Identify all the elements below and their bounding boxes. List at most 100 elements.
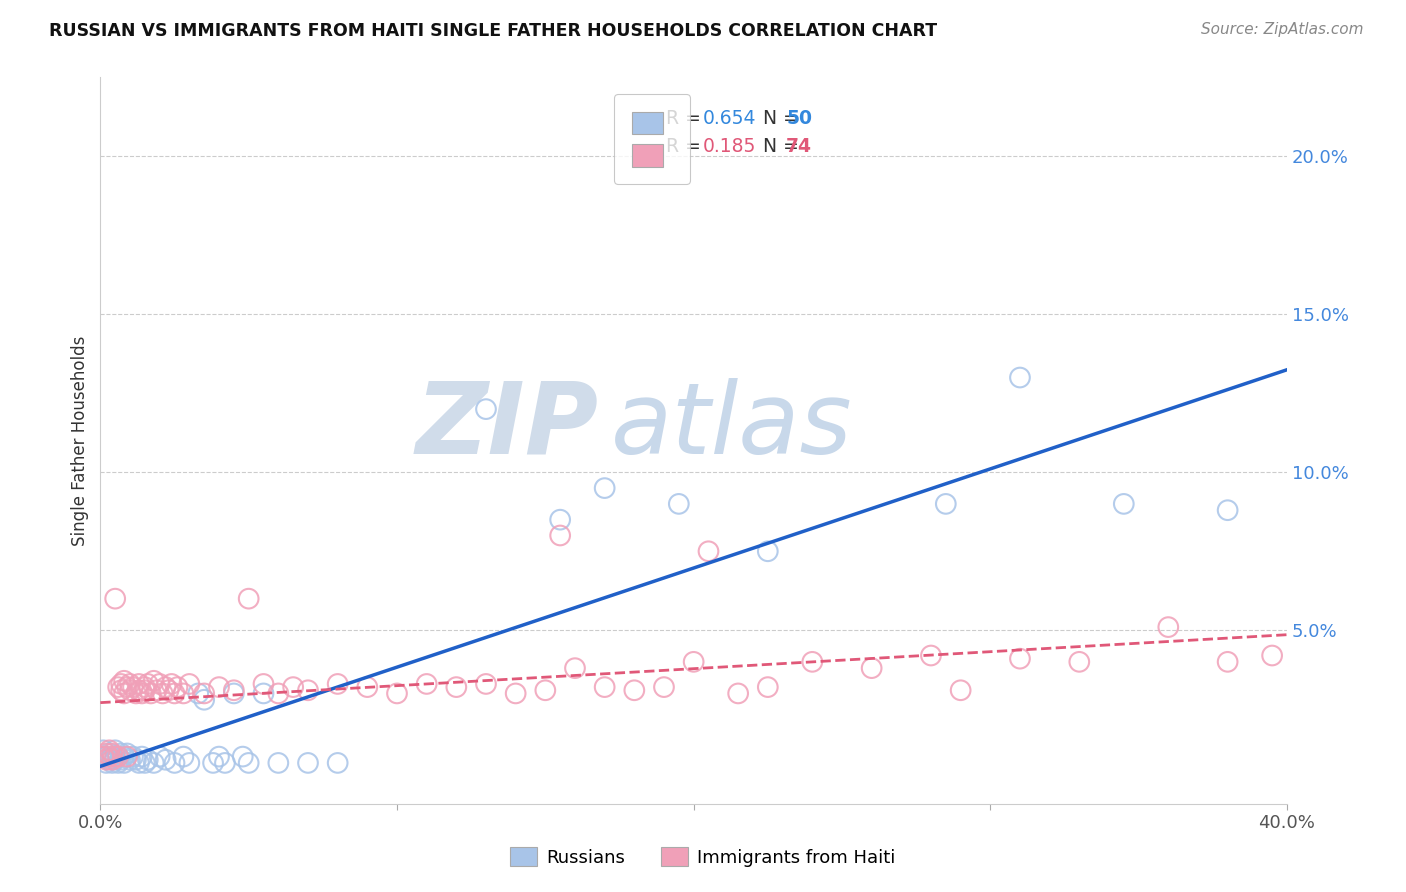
Point [104,753,127,767]
Point [548,513,571,527]
Point [134,756,156,770]
Point [110,747,132,761]
Point [112,749,135,764]
Text: N =: N = [751,137,804,156]
Point [446,680,468,694]
Point [96,756,118,770]
Point [142,756,165,770]
Text: RUSSIAN VS IMMIGRANTS FROM HAITI SINGLE FATHER HOUSEHOLDS CORRELATION CHART: RUSSIAN VS IMMIGRANTS FROM HAITI SINGLE … [49,22,938,40]
Point [222,683,245,698]
Point [860,661,883,675]
Point [1216,655,1239,669]
Point [118,677,141,691]
Point [252,686,274,700]
Point [112,756,135,770]
Point [267,756,290,770]
Point [1157,620,1180,634]
Point [283,680,305,694]
Point [125,686,148,700]
Point [193,692,215,706]
Point [96,747,118,761]
Point [593,680,616,694]
Point [756,680,779,694]
Point [1008,651,1031,665]
Point [297,683,319,698]
Point [1112,497,1135,511]
Point [208,749,231,764]
Point [179,677,201,691]
Point [107,749,129,764]
Point [110,753,132,767]
Point [118,683,141,698]
Point [593,481,616,495]
Point [326,677,349,691]
Point [668,497,690,511]
Text: atlas: atlas [610,377,852,475]
Point [385,686,408,700]
Point [118,753,141,767]
Point [128,756,150,770]
Point [475,677,498,691]
Point [122,749,145,764]
Point [356,680,378,694]
Point [1069,655,1091,669]
Point [101,756,124,770]
Point [652,680,675,694]
Point [122,680,145,694]
Point [920,648,942,663]
Text: Source: ZipAtlas.com: Source: ZipAtlas.com [1201,22,1364,37]
Point [104,743,127,757]
Point [98,749,121,764]
Point [163,686,186,700]
Point [172,686,194,700]
Point [101,749,124,764]
Point [208,680,231,694]
Point [623,683,645,698]
Point [98,753,121,767]
Point [1261,648,1284,663]
Point [179,756,201,770]
Point [149,677,172,691]
Point [125,753,148,767]
Point [91,749,114,764]
Y-axis label: Single Father Households: Single Father Households [72,335,89,546]
Point [115,749,138,764]
Point [949,683,972,698]
Point [297,756,319,770]
Point [697,544,720,558]
Point [238,756,260,770]
Point [104,749,127,764]
Point [756,544,779,558]
Point [91,743,114,757]
Point [104,591,127,606]
Point [534,683,557,698]
Point [727,686,749,700]
Text: R =: R = [666,110,707,128]
Point [98,743,121,757]
Point [91,749,114,764]
Point [131,749,153,764]
Point [267,686,290,700]
Point [193,686,215,700]
Point [101,753,124,767]
Text: 0.185: 0.185 [703,137,756,156]
Point [157,683,180,698]
Point [115,747,138,761]
Point [232,749,254,764]
Point [136,753,159,767]
Point [139,686,162,700]
Point [96,753,118,767]
Legend: Russians, Immigrants from Haiti: Russians, Immigrants from Haiti [503,840,903,874]
Point [801,655,824,669]
Point [107,680,129,694]
Point [131,686,153,700]
Point [107,749,129,764]
Text: 50: 50 [786,110,813,128]
Point [475,402,498,417]
Point [166,680,188,694]
Point [415,677,437,691]
Point [134,680,156,694]
Point [134,683,156,698]
Point [155,680,177,694]
Point [98,747,121,761]
